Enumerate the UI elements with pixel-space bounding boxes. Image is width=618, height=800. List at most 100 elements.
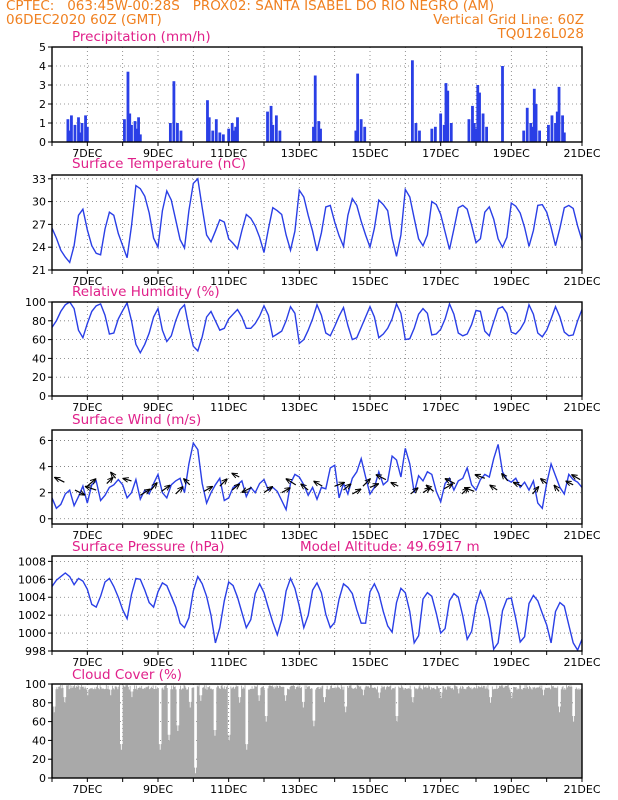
- precip-bar: [414, 123, 418, 142]
- cloud-ytick-label: 100: [25, 678, 46, 691]
- wind-arrow: [231, 484, 239, 491]
- temp-xtick-label: 9DEC: [143, 275, 173, 288]
- precip-bar: [207, 117, 211, 142]
- precip-bar: [439, 113, 443, 142]
- wind-arrow: [465, 488, 475, 492]
- wind-ytick-label: 6: [39, 434, 46, 447]
- precip-ytick-label: 2: [39, 98, 46, 111]
- wind-arrow: [422, 488, 430, 494]
- precip-bar: [126, 71, 130, 142]
- rh-frame: [51, 301, 583, 397]
- wind-arrow: [566, 481, 574, 485]
- temp-ytick-label: 33: [32, 173, 46, 186]
- cloud-title: Cloud Cover (%): [72, 667, 182, 683]
- rh-xtick-label: 9DEC: [143, 401, 173, 414]
- wind-arrow: [184, 479, 191, 486]
- wind-arrow: [161, 485, 170, 492]
- wind-series-line: [52, 441, 582, 512]
- precip-bar: [359, 119, 363, 142]
- pressure-xtick-label: 19DEC: [493, 656, 530, 669]
- cloud-data: [52, 684, 582, 778]
- cloud-xtick-label: 21DEC: [563, 783, 600, 796]
- precip-bar: [130, 124, 133, 142]
- wind-arrow: [263, 487, 272, 494]
- precip-ytick-label: 5: [39, 41, 46, 54]
- precip-xtick-label: 15DEC: [351, 147, 388, 160]
- wind-arrow: [106, 478, 113, 484]
- precip-bar: [532, 88, 536, 142]
- wind-xtick-label: 15DEC: [351, 529, 388, 542]
- precip-bar: [172, 81, 176, 142]
- wind-arrow: [55, 477, 65, 483]
- header-date-line: 06DEC2020 60Z (GMT): [6, 12, 162, 28]
- precip-bar: [554, 123, 557, 142]
- precip-bar: [538, 130, 541, 142]
- precip-xtick-label: 21DEC: [563, 147, 600, 160]
- precip-xtick-label: 9DEC: [143, 147, 173, 160]
- rh-xtick-label: 19DEC: [493, 401, 530, 414]
- precip-bar: [137, 117, 140, 142]
- wind-arrow: [502, 474, 509, 482]
- wind-xtick-label: 19DEC: [493, 529, 530, 542]
- rh-xtick-label: 13DEC: [281, 401, 318, 414]
- precip-bar: [221, 134, 225, 142]
- wind-arrow: [150, 483, 157, 491]
- precip-xtick-label: 11DEC: [210, 147, 247, 160]
- precip-bar: [534, 104, 538, 142]
- temp-xtick-label: 15DEC: [351, 275, 388, 288]
- pressure-panel: 998 1000 1002 1004 1006 1008 7DEC 9DEC 11DEC 13DE…: [18, 539, 601, 669]
- precip-bar: [481, 113, 485, 142]
- precip-bar: [85, 126, 89, 142]
- pressure-data: [52, 572, 582, 651]
- wind-arrow: [391, 483, 399, 487]
- cloud-ytick-label: 80: [32, 697, 46, 710]
- wind-arrow: [490, 485, 498, 491]
- precip-bar: [550, 115, 554, 142]
- precip-bar: [271, 124, 275, 142]
- wind-arrow: [281, 488, 290, 494]
- temp-xtick-label: 13DEC: [281, 275, 318, 288]
- pressure-title: Surface Pressure (hPa): [72, 539, 225, 555]
- precip-bar: [557, 86, 561, 142]
- precip-xtick-label: 19DEC: [493, 147, 530, 160]
- precip-bar: [442, 124, 446, 142]
- temp-xtick-label: 19DEC: [493, 275, 530, 288]
- precip-bar: [356, 73, 360, 142]
- cloud-ytick-label: 60: [32, 716, 46, 729]
- wind-arrow: [203, 487, 212, 492]
- precip-bar: [474, 128, 478, 142]
- wind-arrow: [286, 479, 297, 486]
- pressure-annotation: Model Altitude: 49.6917 m: [300, 539, 480, 555]
- cloud-xtick-label: 19DEC: [493, 783, 530, 796]
- precip-bar: [313, 75, 317, 142]
- precip-bar: [319, 128, 322, 142]
- wind-ytick-label: 2: [39, 487, 46, 500]
- wind-arrow: [232, 473, 240, 477]
- precip-bar: [179, 130, 183, 142]
- wind-arrow: [443, 484, 452, 490]
- temp-title: Surface Temperature (nC): [72, 156, 246, 172]
- temp-xtick-label: 7DEC: [72, 275, 102, 288]
- wind-arrow: [475, 475, 486, 479]
- cloud-xtick-label: 17DEC: [422, 783, 459, 796]
- wind-arrow: [426, 485, 434, 492]
- precip-bar: [476, 85, 480, 142]
- cloud-xtick-label: 9DEC: [143, 783, 173, 796]
- precip-bar: [206, 100, 209, 142]
- rh-ytick-label: 100: [25, 296, 46, 309]
- wind-arrow: [301, 484, 309, 491]
- precip-bar: [218, 132, 222, 142]
- wind-frame: [51, 429, 583, 525]
- pressure-xtick-label: 21DEC: [563, 656, 600, 669]
- temp-series-line: [52, 177, 582, 264]
- precip-frame: [51, 46, 583, 143]
- precip-bar: [555, 111, 559, 142]
- rh-xtick-label: 21DEC: [563, 401, 600, 414]
- wind-ytick-label: 0: [39, 513, 46, 526]
- wind-xtick-label: 11DEC: [210, 529, 247, 542]
- precip-bar: [430, 128, 434, 142]
- wind-xtick-label: 7DEC: [72, 529, 102, 542]
- temp-ytick-label: 21: [32, 264, 46, 277]
- wind-arrow: [86, 479, 95, 487]
